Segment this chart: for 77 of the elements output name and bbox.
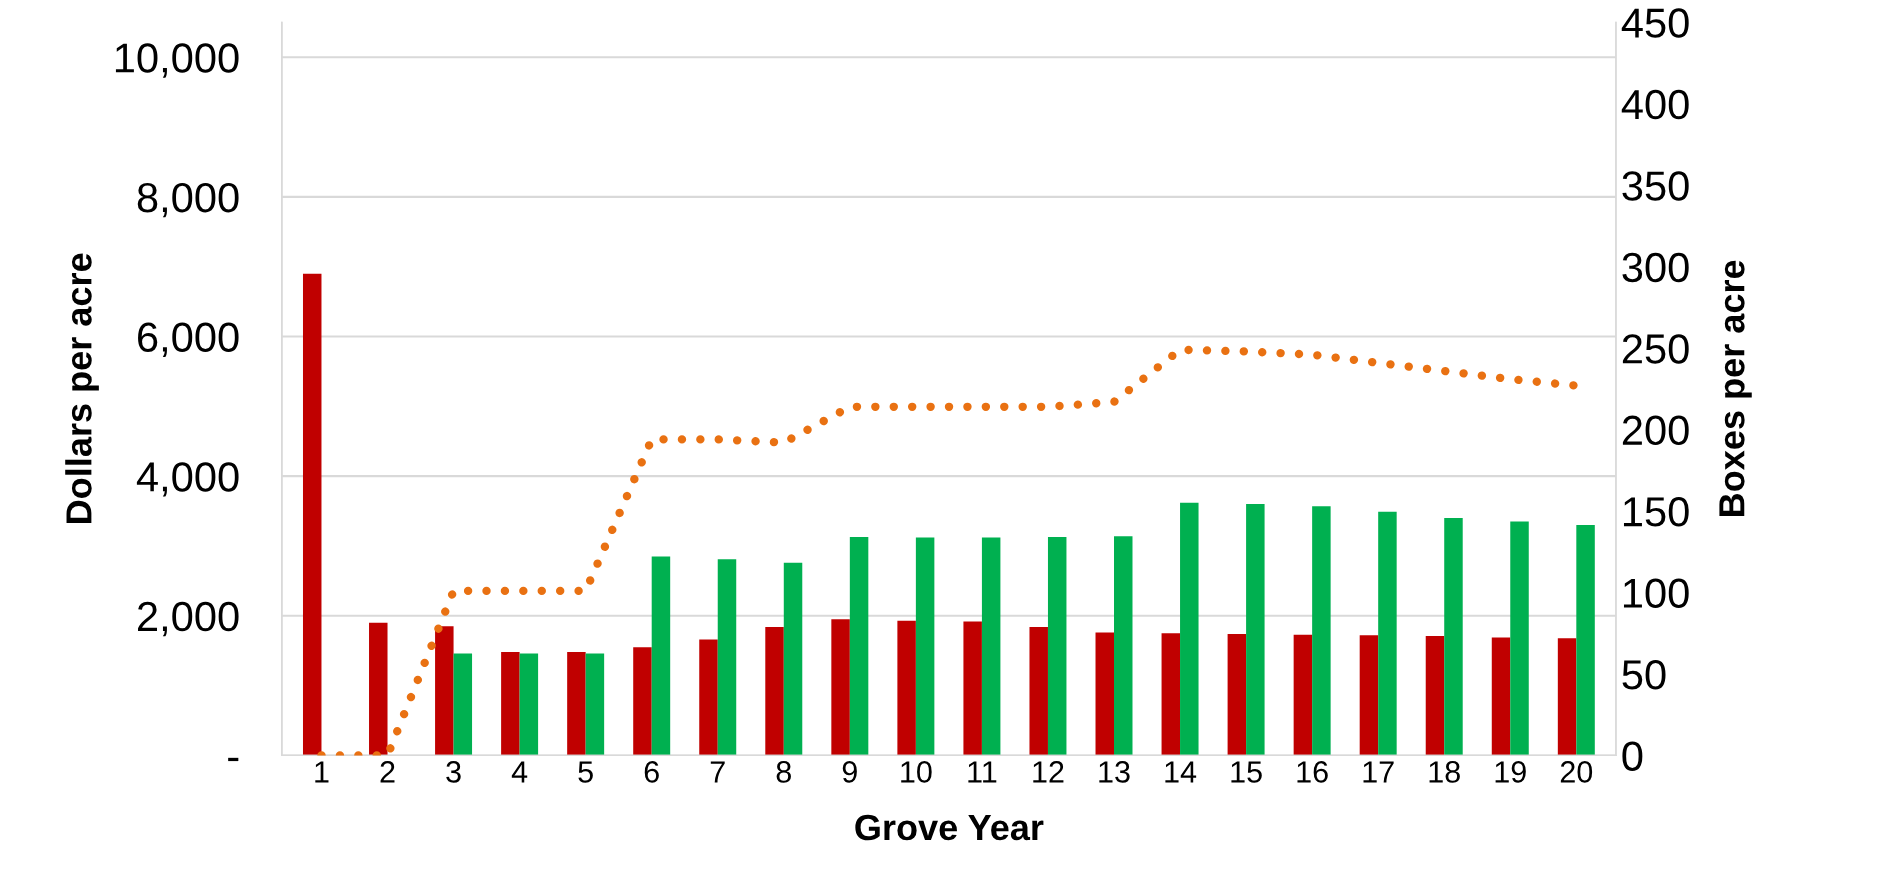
x-tick-label: 19: [1495, 761, 1526, 783]
bar: [435, 626, 454, 756]
bar: [1576, 525, 1595, 756]
bar: [717, 559, 737, 756]
bar: [585, 653, 605, 756]
bar: [963, 621, 982, 756]
bar: [633, 647, 652, 756]
y-tick-label: 10,000: [115, 43, 239, 78]
y-axis-title: Dollars per acre: [65, 253, 99, 523]
bar: [1425, 636, 1445, 756]
x-tick-label: 7: [710, 761, 725, 783]
bar: [501, 652, 520, 756]
y-tick-label: 4,000: [136, 462, 239, 497]
bar: [1246, 504, 1265, 756]
bar: [1114, 536, 1133, 756]
x-tick-label: 9: [842, 761, 857, 783]
bar: [1180, 502, 1199, 756]
y2-tick-label: 250: [1622, 334, 1689, 364]
x-tick-label: 14: [1165, 761, 1197, 783]
bar: [699, 639, 718, 756]
bar: [831, 619, 850, 756]
bar: [1359, 635, 1379, 756]
x-tick-label: 2: [380, 761, 395, 783]
bar: [783, 562, 803, 756]
bar: [765, 626, 784, 756]
bar: [1510, 521, 1529, 756]
y2-tick-label: 300: [1622, 252, 1689, 283]
bar: [1161, 633, 1181, 756]
x-tick-label: 11: [968, 761, 997, 783]
bar: [849, 536, 869, 756]
bar: [302, 273, 322, 756]
x-tick-label: 3: [446, 761, 461, 783]
bar: [1557, 638, 1577, 756]
bar: [915, 537, 935, 756]
bar: [567, 652, 586, 756]
bar: [1047, 536, 1067, 756]
x-tick-label: 20: [1560, 761, 1593, 783]
x-tick-label: 18: [1429, 761, 1460, 783]
bar: [1491, 637, 1511, 756]
y-tick-label: 6,000: [138, 322, 239, 357]
y-tick-label: -: [228, 757, 239, 762]
x-tick-label: 8: [776, 761, 791, 783]
x-tick-label: 1: [315, 761, 329, 783]
y2-axis-title: Boxes per acre: [1719, 260, 1752, 516]
bar: [1312, 506, 1331, 756]
bar: [1378, 511, 1397, 756]
y2-tick-label: 100: [1623, 578, 1689, 609]
x-tick-label: 10: [901, 761, 932, 783]
y2-tick-label: 150: [1623, 497, 1689, 527]
bar: [1227, 633, 1247, 756]
y2-tick-label: 0: [1622, 741, 1643, 771]
bar: [1095, 632, 1115, 756]
x-tick-label: 12: [1033, 761, 1064, 783]
bar: [519, 653, 539, 756]
bar: [1029, 626, 1048, 756]
x-tick-label: 6: [644, 761, 659, 783]
bar: [981, 537, 1001, 756]
y2-tick-label: 350: [1622, 171, 1689, 201]
y2-tick-label: 200: [1622, 415, 1689, 446]
x-axis-title: Grove Year: [855, 814, 1044, 841]
x-tick-label: 13: [1099, 761, 1130, 783]
x-tick-label: 5: [578, 761, 593, 783]
bar: [453, 653, 473, 756]
bar: [1444, 518, 1463, 756]
x-tick-label: 4: [511, 761, 528, 783]
bar: [897, 620, 916, 756]
y-tick-label: 8,000: [137, 182, 239, 218]
bar: [369, 622, 388, 756]
bar: [651, 556, 671, 756]
bar: [1293, 634, 1313, 756]
y2-tick-label: 50: [1622, 659, 1666, 690]
x-tick-label: 17: [1363, 761, 1394, 783]
y2-tick-label: 400: [1621, 89, 1689, 120]
y-tick-label: 2,000: [138, 601, 239, 637]
y2-tick-label: 450: [1621, 8, 1689, 38]
x-tick-label: 16: [1297, 761, 1328, 783]
x-tick-label: 15: [1231, 761, 1262, 783]
